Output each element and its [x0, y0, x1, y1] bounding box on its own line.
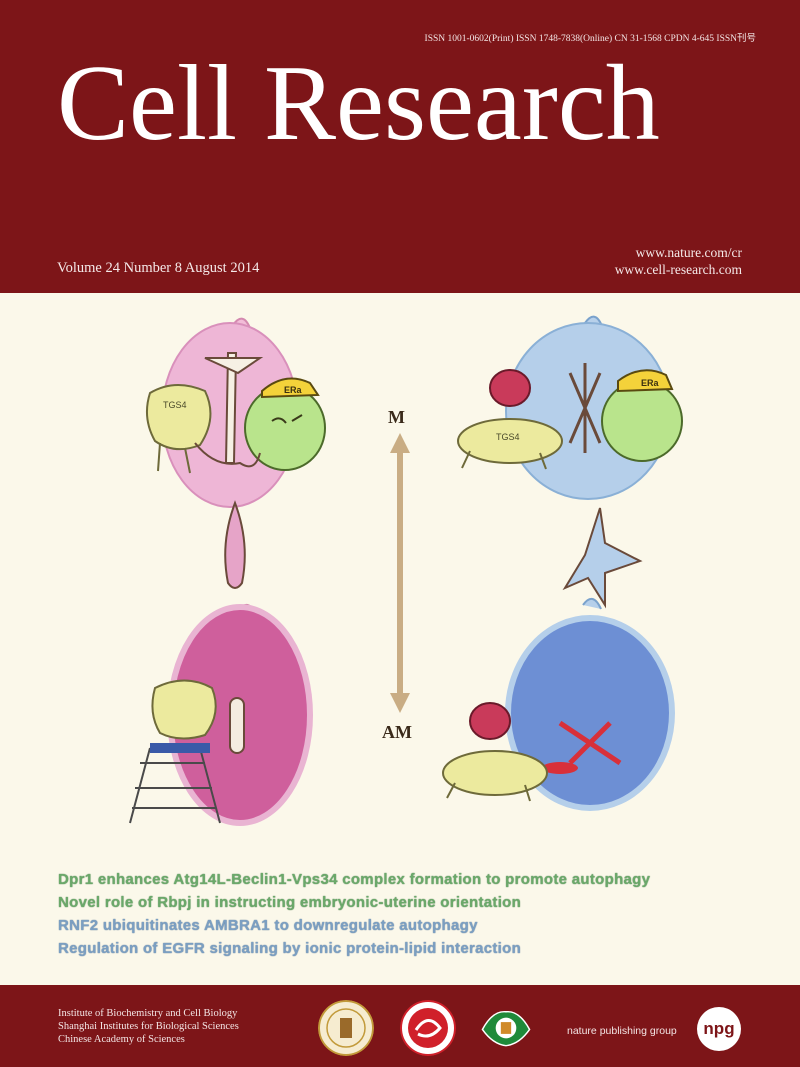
badge-text: TGS4: [163, 400, 187, 410]
url-nature[interactable]: www.nature.com/cr: [635, 245, 742, 260]
headline-3[interactable]: RNF2 ubiquitinates AMBRA1 to downregulat…: [58, 917, 478, 934]
cover-headlines: Dpr1 enhances Atg14L-Beclin1-Vps34 compl…: [58, 868, 778, 960]
issn-line: ISSN 1001-0602(Print) ISSN 1748-7838(Onl…: [424, 34, 756, 44]
sibs-logo: [318, 1000, 374, 1056]
blob-creature-bottom-right: [442, 750, 548, 802]
green-creature-era-top-left: ERa: [244, 377, 326, 471]
illustration-svg: TGS4 ERa TGS4: [129, 315, 683, 826]
headline-1[interactable]: Dpr1 enhances Atg14L-Beclin1-Vps34 compl…: [58, 871, 651, 888]
cover-illustration: TGS4 ERa TGS4: [0, 293, 800, 983]
m-am-arrow: M AM: [382, 407, 412, 742]
headline-2[interactable]: Novel role of Rbpj in instructing embryo…: [58, 894, 522, 911]
institution-line-2: Shanghai Institutes for Biological Scien…: [58, 1021, 239, 1032]
label-m: M: [388, 407, 405, 427]
boxing-glove-bottom: [469, 702, 511, 740]
institution-line-3: Chinese Academy of Sciences: [58, 1034, 185, 1045]
boxing-glove-top: [489, 369, 531, 407]
url-cell-research[interactable]: www.cell-research.com: [614, 262, 742, 277]
institution-line-1: Institute of Biochemistry and Cell Biolo…: [58, 1008, 238, 1019]
institution-block: Institute of Biochemistry and Cell Biolo…: [58, 1007, 239, 1046]
masthead: ISSN 1001-0602(Print) ISSN 1748-7838(Onl…: [0, 0, 800, 293]
issue-info: Volume 24 Number 8 August 2014: [57, 260, 260, 276]
blob-creature-ladder: [129, 679, 221, 824]
badge-text: TGS4: [496, 432, 520, 442]
narrow-embryo-left: [224, 500, 246, 589]
green-creature-era-top-right: ERa: [601, 369, 683, 462]
website-urls: www.nature.com/cr www.cell-research.com: [615, 244, 742, 278]
npg-logo[interactable]: npg: [697, 1007, 741, 1051]
label-am: AM: [382, 722, 412, 742]
badge-text: ERa: [641, 378, 660, 388]
blob-creature-tgs4-top-right: TGS4: [457, 418, 563, 470]
star-embryo-right: [562, 507, 643, 609]
headline-4[interactable]: Regulation of EGFR signaling by ionic pr…: [58, 940, 522, 957]
biochem-society-logo: [481, 1011, 531, 1047]
journal-title: Cell Research: [57, 44, 660, 163]
cas-logo: [400, 1000, 456, 1056]
footer-bar: Institute of Biochemistry and Cell Biolo…: [0, 985, 800, 1067]
blob-creature-tgs4-top-left: TGS4: [145, 384, 212, 474]
publisher-name: nature publishing group: [567, 1025, 677, 1037]
badge-text: ERa: [284, 385, 303, 395]
chain-connector: [194, 442, 261, 468]
